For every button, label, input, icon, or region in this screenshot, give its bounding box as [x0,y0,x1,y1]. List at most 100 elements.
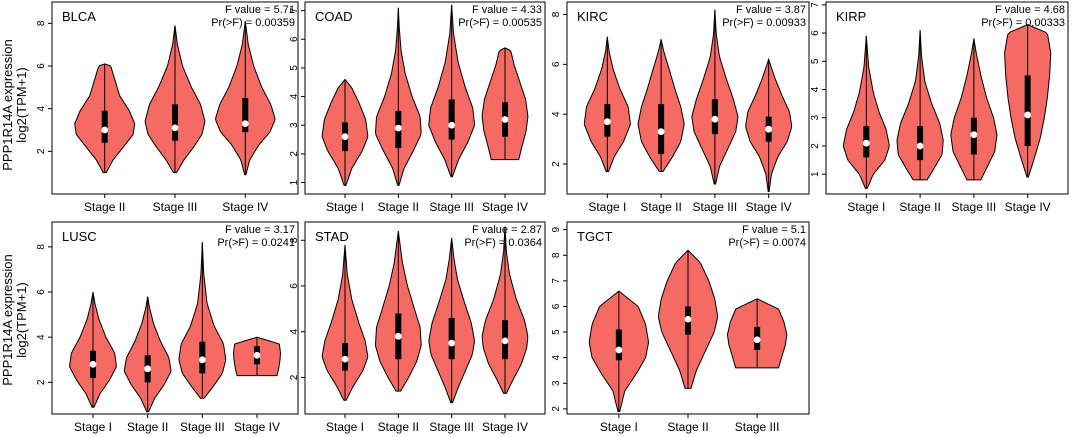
panel-coad: 1 2 3 4 5 6 7 Stage I Stage II Stage III Stage IV C… [289,1,546,214]
p-value-label: Pr(>F) = 0.0241 [217,237,295,249]
x-tick-label: Stage III [429,200,474,214]
y-axis-label-top-line2: log2(TPM+1) [14,67,29,143]
y-tick-label: 3 [551,380,562,386]
violin-median-dot [765,125,773,133]
panel-kirp: 1 2 3 4 5 6 7 Stage I Stage II Stage III Stage IV K… [810,1,1069,214]
violin-median-dot [862,139,870,147]
y-tick-label: 5 [551,329,562,335]
x-tick-label: Stage III [952,200,997,214]
y-tick-label: 8 [289,237,300,243]
y-tick-label: 4 [36,105,47,111]
y-tick-label: 2 [36,148,47,154]
y-tick-label: 2 [551,161,562,167]
x-tick-label: Stage I [600,420,638,434]
violin-median-dot [916,142,924,150]
x-tick-label: Stage III [693,200,738,214]
x-tick-label: Stage I [326,200,364,214]
y-tick-label: 2 [551,406,562,412]
x-tick-label: Stage IV [482,420,528,434]
panel-title: COAD [315,9,353,24]
violin-median-dot [657,128,665,136]
violin-median-dot [89,360,97,368]
violin-median-dot [394,124,402,132]
p-value-label: Pr(>F) = 0.00333 [981,17,1065,29]
violin-iqr-box [448,318,455,360]
violin-median-dot [253,351,261,359]
x-tick-label: Stage II [127,420,168,434]
violin-median-dot [603,118,611,126]
y-tick-label: 5 [810,58,821,64]
y-tick-label: 1 [810,171,821,177]
plot-frame [566,1,810,195]
violin-median-dot [501,337,509,345]
x-tick-label: Stage III [735,420,780,434]
x-tick-label: Stage II [667,420,708,434]
panel-title: BLCA [62,9,96,24]
y-tick-label: 5 [289,65,300,71]
y-tick-label: 3 [289,122,300,128]
x-tick-label: Stage III [429,420,474,434]
y-tick-label: 4 [551,354,562,360]
plot-frame [51,221,299,415]
violin-iqr-box [448,99,455,140]
y-tick-label: 9 [551,226,562,232]
y-tick-label: 6 [810,30,821,36]
y-tick-label: 4 [810,86,821,92]
y-tick-label: 3 [810,115,821,121]
plot-frame [304,221,546,415]
y-axis-label-top-line1: PPP1R14A expression [0,39,15,171]
panel-tgct: 2 3 4 5 6 7 8 9 Stage I Stage II Stage III TGCT F va… [551,221,810,434]
x-tick-label: Stage IV [746,200,792,214]
violin-iqr-box [242,98,249,133]
violin-median-dot [144,365,152,373]
x-tick-label: Stage II [84,200,125,214]
x-tick-label: Stage II [899,200,940,214]
y-tick-label: 7 [551,278,562,284]
panel-title: KIRP [836,9,866,24]
x-tick-label: Stage II [640,200,681,214]
panel-stad: 2 4 6 8 Stage I Stage II Stage III Stage IV STAD… [289,221,546,434]
y-tick-label: 4 [551,111,562,117]
y-tick-label: 6 [36,63,47,69]
violin-iqr-box [1024,75,1031,146]
violin-median-dot [394,332,402,340]
y-tick-label: 7 [289,7,300,13]
y-tick-label: 6 [289,36,300,42]
y-tick-label: 2 [289,151,300,157]
panel-title: KIRC [577,9,608,24]
x-tick-label: Stage I [74,420,112,434]
violin-median-dot [711,115,719,123]
violin-median-dot [615,346,623,354]
violin-median-dot [501,116,509,123]
f-value-label: F value = 2.87 [472,224,542,236]
y-tick-label: 8 [551,11,562,17]
violin-median-dot [241,120,249,127]
x-tick-label: Stage IV [234,420,280,434]
y-tick-label: 8 [36,20,47,26]
violin-median-dot [198,356,206,364]
x-tick-label: Stage I [326,420,364,434]
panel-title: LUSC [62,229,97,244]
y-tick-label: 8 [36,244,47,250]
x-tick-label: Stage I [588,200,626,214]
p-value-label: Pr(>F) = 0.0364 [464,237,542,249]
x-tick-label: Stage II [378,420,419,434]
f-value-label: F value = 5.1 [742,224,806,236]
x-tick-label: Stage IV [482,200,528,214]
panel-lusc: 2 4 6 8 Stage I Stage II Stage III Stage IV LUSC… [36,221,299,434]
panel-blca: 2 4 6 8 Stage II Stage III Stage IV BLCA F value… [36,1,299,214]
p-value-label: Pr(>F) = 0.00933 [722,17,806,29]
y-axis-label-bottom-line2: log2(TPM+1) [14,282,29,358]
x-tick-label: Stage III [153,200,198,214]
violin-median-dot [753,336,761,344]
f-value-label: F value = 4.68 [995,4,1065,16]
plot-frame [825,1,1069,195]
violin-median-dot [448,121,456,129]
violin-iqr-box [615,329,622,361]
violin-median-dot [341,133,349,141]
panel-title: TGCT [577,229,612,244]
y-tick-label: 4 [289,328,300,334]
p-value-label: Pr(>F) = 0.00535 [458,17,542,29]
p-value-label: Pr(>F) = 0.0074 [728,237,806,249]
